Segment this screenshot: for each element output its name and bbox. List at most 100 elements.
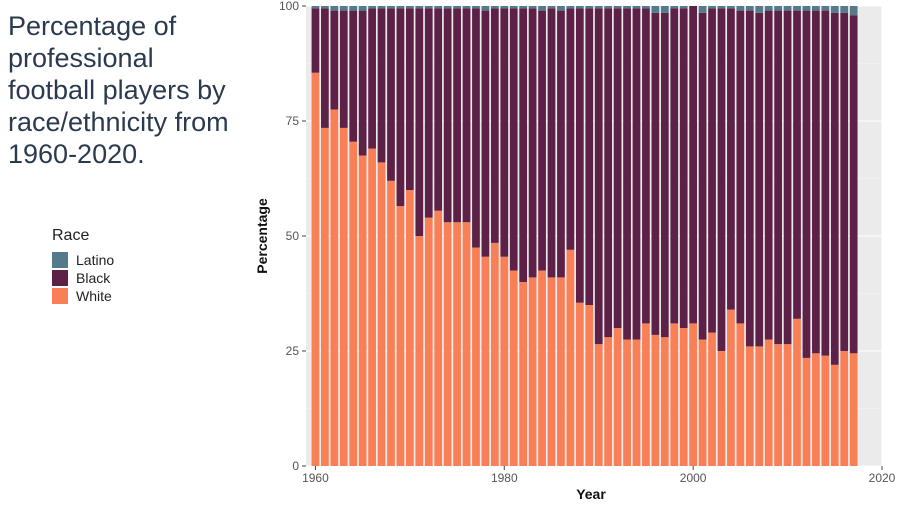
bar-latino-1975 xyxy=(453,6,461,9)
bar-white-1999 xyxy=(679,328,688,466)
bar-black-1961 xyxy=(321,8,329,128)
bar-white-1979 xyxy=(490,242,499,466)
bar-white-1968 xyxy=(387,180,395,467)
bar-latino-1978 xyxy=(481,6,490,11)
bar-white-1971 xyxy=(415,236,424,466)
y-axis-title: Percentage xyxy=(254,198,270,274)
bar-latino-1962 xyxy=(330,6,339,11)
legend-item-latino: Latino xyxy=(52,251,114,269)
bar-black-1967 xyxy=(377,8,386,163)
bar-black-1996 xyxy=(651,12,660,335)
bar-black-1977 xyxy=(472,8,480,248)
bar-latino-1995 xyxy=(642,6,650,9)
bar-white-2008 xyxy=(764,339,773,466)
bar-black-1962 xyxy=(330,10,339,110)
bar-latino-1984 xyxy=(538,6,546,11)
bar-black-2005 xyxy=(736,10,745,324)
y-tick-label: 50 xyxy=(286,229,300,243)
bar-black-1994 xyxy=(632,8,641,340)
bar-black-1988 xyxy=(575,8,584,303)
bar-white-1984 xyxy=(538,270,546,466)
bar-black-1986 xyxy=(557,10,565,278)
bar-white-2011 xyxy=(793,318,801,466)
bar-black-1985 xyxy=(547,8,556,278)
bar-latino-1973 xyxy=(434,6,443,9)
bar-white-2010 xyxy=(783,344,792,466)
y-axis-ticks: 0 25 50 75 100 xyxy=(279,0,306,473)
bar-latino-1964 xyxy=(349,6,358,11)
bar-black-2008 xyxy=(764,10,773,340)
bar-white-1967 xyxy=(377,162,386,466)
bar-black-1963 xyxy=(339,10,348,128)
bar-white-1965 xyxy=(358,155,367,466)
bar-black-2009 xyxy=(774,10,783,345)
bar-latino-2010 xyxy=(783,6,792,11)
legend-swatch-latino xyxy=(52,252,68,268)
bar-black-2004 xyxy=(727,8,735,310)
bar-white-1960 xyxy=(311,72,320,466)
bar-latino-1974 xyxy=(443,6,452,9)
bar-latino-2003 xyxy=(717,6,726,9)
bar-latino-1982 xyxy=(519,6,528,9)
bar-white-2014 xyxy=(821,355,830,466)
bar-white-1972 xyxy=(424,217,433,466)
bar-latino-1994 xyxy=(632,6,641,9)
bar-black-2012 xyxy=(802,10,811,358)
bar-latino-1976 xyxy=(462,6,471,9)
bar-latino-1989 xyxy=(585,6,594,9)
bar-white-1996 xyxy=(651,334,660,466)
bar-black-2007 xyxy=(755,12,764,347)
bar-latino-2015 xyxy=(830,6,839,13)
bar-black-1990 xyxy=(594,8,603,345)
bar-white-1981 xyxy=(509,270,518,466)
bar-black-1999 xyxy=(679,8,688,329)
bar-black-1966 xyxy=(368,8,376,149)
legend-title: Race xyxy=(52,227,90,244)
bar-white-1986 xyxy=(557,277,565,466)
bar-black-1978 xyxy=(481,10,490,257)
bar-white-2007 xyxy=(755,346,764,466)
bar-white-2012 xyxy=(802,357,811,466)
bar-latino-2011 xyxy=(793,6,801,11)
bar-white-2015 xyxy=(830,364,839,466)
bar-latino-2005 xyxy=(736,6,745,11)
bar-black-1983 xyxy=(528,8,537,278)
bar-latino-2008 xyxy=(764,6,773,11)
bar-latino-1980 xyxy=(500,6,509,9)
bar-white-1992 xyxy=(613,328,622,466)
bar-latino-1985 xyxy=(547,6,556,9)
y-tick-label: 0 xyxy=(292,459,299,473)
legend-label-black: Black xyxy=(76,270,111,286)
bar-white-1990 xyxy=(594,344,603,466)
bar-white-2013 xyxy=(812,353,820,466)
bar-black-2000 xyxy=(689,6,698,324)
bar-black-1997 xyxy=(660,12,669,338)
bar-white-2016 xyxy=(840,351,849,466)
bar-latino-2012 xyxy=(802,6,811,11)
bar-latino-1963 xyxy=(339,6,348,11)
bar-white-1976 xyxy=(462,222,471,466)
bar-black-1965 xyxy=(358,10,367,156)
bar-white-1961 xyxy=(321,127,329,467)
bars xyxy=(311,6,858,467)
y-tick-label: 100 xyxy=(279,0,299,13)
bar-white-2004 xyxy=(727,309,735,466)
bar-white-1989 xyxy=(585,305,594,466)
bar-black-2017 xyxy=(849,15,858,354)
bar-black-1972 xyxy=(424,8,433,218)
bar-black-2011 xyxy=(793,10,801,319)
bar-latino-2009 xyxy=(774,6,783,11)
bar-white-1964 xyxy=(349,141,358,466)
bar-white-2005 xyxy=(736,323,745,466)
x-tick-label: 2000 xyxy=(680,471,707,485)
bar-white-1970 xyxy=(405,190,414,466)
bar-white-1987 xyxy=(566,249,575,466)
bar-white-1978 xyxy=(481,256,490,466)
bar-latino-1965 xyxy=(358,6,367,11)
bar-white-1969 xyxy=(396,206,405,466)
bar-black-2014 xyxy=(821,10,830,356)
bar-black-1973 xyxy=(434,8,443,211)
bar-latino-1961 xyxy=(321,6,329,9)
bar-black-2010 xyxy=(783,10,792,345)
bar-white-2001 xyxy=(698,339,707,466)
